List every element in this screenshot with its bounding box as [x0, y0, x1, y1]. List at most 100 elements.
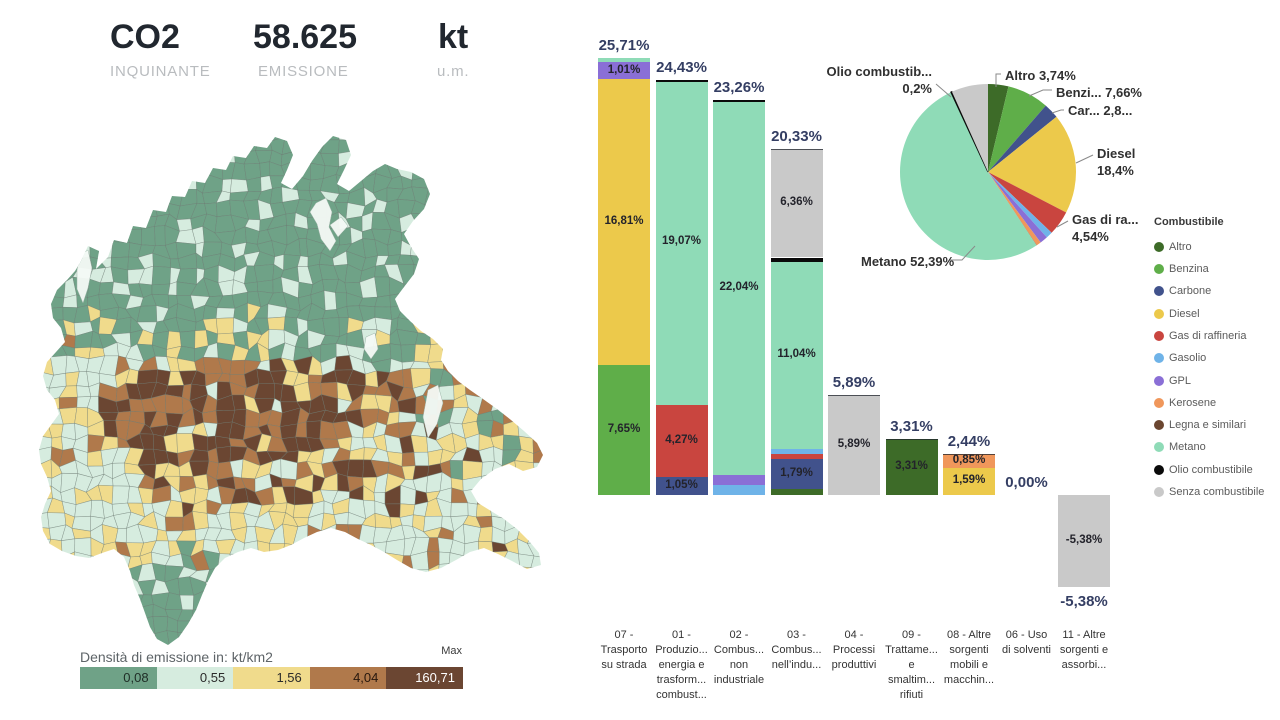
map-municipality-cell[interactable] — [334, 524, 350, 541]
map-municipality-cell[interactable] — [332, 580, 349, 597]
map-municipality-cell[interactable] — [45, 553, 63, 567]
map-municipality-cell[interactable] — [554, 202, 569, 220]
map-municipality-cell[interactable] — [449, 317, 467, 336]
map-municipality-cell[interactable] — [553, 371, 567, 384]
map-municipality-cell[interactable] — [479, 188, 496, 200]
map-municipality-cell[interactable] — [501, 112, 519, 125]
map-municipality-cell[interactable] — [400, 344, 416, 363]
map-municipality-cell[interactable] — [397, 110, 416, 128]
map-municipality-cell[interactable] — [76, 216, 91, 230]
map-municipality-cell[interactable] — [464, 188, 484, 202]
fuel-pie-chart[interactable] — [828, 52, 1110, 292]
map-municipality-cell[interactable] — [294, 576, 312, 593]
map-municipality-cell[interactable] — [333, 656, 350, 660]
map-municipality-cell[interactable] — [449, 361, 470, 376]
map-municipality-cell[interactable] — [374, 276, 391, 298]
map-municipality-cell[interactable] — [36, 566, 49, 582]
map-municipality-cell[interactable] — [60, 165, 75, 179]
map-municipality-cell[interactable] — [516, 633, 533, 643]
map-municipality-cell[interactable] — [23, 111, 37, 126]
map-municipality-cell[interactable] — [202, 124, 223, 140]
map-municipality-cell[interactable] — [215, 307, 236, 319]
map-municipality-cell[interactable] — [137, 127, 156, 140]
map-municipality-cell[interactable] — [216, 575, 236, 596]
map-municipality-cell[interactable] — [59, 191, 79, 206]
map-municipality-cell[interactable] — [449, 604, 468, 622]
map-municipality-cell[interactable] — [308, 124, 327, 141]
map-municipality-cell[interactable] — [516, 655, 532, 660]
map-municipality-cell[interactable] — [400, 588, 417, 609]
bar-segment-1-olio[interactable] — [655, 79, 708, 82]
map-municipality-cell[interactable] — [583, 282, 598, 297]
map-municipality-cell[interactable] — [233, 135, 250, 152]
map-municipality-cell[interactable] — [568, 137, 587, 153]
map-municipality-cell[interactable] — [22, 435, 34, 452]
map-municipality-cell[interactable] — [567, 382, 584, 395]
map-municipality-cell[interactable] — [502, 434, 522, 451]
map-municipality-cell[interactable] — [448, 563, 468, 584]
map-municipality-cell[interactable] — [540, 367, 553, 385]
map-municipality-cell[interactable] — [21, 553, 40, 572]
map-municipality-cell[interactable] — [554, 617, 571, 635]
map-municipality-cell[interactable] — [267, 316, 286, 331]
map-municipality-cell[interactable] — [363, 552, 379, 569]
map-municipality-cell[interactable] — [48, 204, 64, 215]
map-municipality-cell[interactable] — [196, 126, 206, 135]
map-municipality-cell[interactable] — [26, 343, 40, 364]
map-municipality-cell[interactable] — [463, 540, 480, 557]
map-municipality-cell[interactable] — [206, 604, 222, 621]
map-municipality-cell[interactable] — [557, 655, 570, 660]
map-municipality-cell[interactable] — [527, 251, 546, 270]
map-municipality-cell[interactable] — [59, 175, 79, 193]
map-municipality-cell[interactable] — [112, 172, 128, 193]
map-municipality-cell[interactable] — [351, 113, 362, 128]
map-municipality-cell[interactable] — [568, 395, 584, 412]
map-municipality-cell[interactable] — [410, 302, 429, 321]
map-municipality-cell[interactable] — [90, 215, 102, 232]
map-municipality-cell[interactable] — [332, 565, 347, 584]
map-municipality-cell[interactable] — [478, 224, 493, 247]
map-municipality-cell[interactable] — [45, 564, 66, 581]
map-municipality-cell[interactable] — [35, 408, 49, 426]
map-municipality-cell[interactable] — [89, 109, 105, 127]
map-municipality-cell[interactable] — [154, 164, 165, 181]
bar-segment-6-diesel[interactable] — [943, 468, 995, 495]
map-municipality-cell[interactable] — [528, 330, 542, 350]
map-municipality-cell[interactable] — [428, 212, 438, 234]
map-municipality-cell[interactable] — [579, 111, 598, 126]
map-municipality-cell[interactable] — [75, 110, 92, 126]
map-municipality-cell[interactable] — [25, 188, 40, 205]
map-municipality-cell[interactable] — [583, 347, 597, 363]
map-municipality-cell[interactable] — [124, 228, 142, 246]
map-municipality-cell[interactable] — [518, 125, 531, 142]
map-municipality-cell[interactable] — [531, 355, 548, 374]
bar-segment-0-gpl[interactable] — [598, 62, 650, 80]
map-municipality-cell[interactable] — [555, 421, 573, 436]
map-municipality-cell[interactable] — [464, 333, 483, 344]
map-municipality-cell[interactable] — [583, 294, 598, 310]
map-municipality-cell[interactable] — [448, 200, 471, 219]
map-municipality-cell[interactable] — [580, 659, 595, 661]
map-municipality-cell[interactable] — [298, 642, 312, 660]
map-municipality-cell[interactable] — [488, 615, 507, 629]
map-municipality-cell[interactable] — [555, 551, 573, 565]
map-municipality-cell[interactable] — [125, 594, 144, 609]
map-municipality-cell[interactable] — [156, 176, 168, 191]
map-municipality-cell[interactable] — [462, 252, 482, 272]
map-municipality-cell[interactable] — [61, 538, 76, 559]
map-municipality-cell[interactable] — [489, 627, 509, 647]
map-municipality-cell[interactable] — [502, 161, 523, 177]
map-municipality-cell[interactable] — [475, 369, 495, 386]
map-municipality-cell[interactable] — [423, 136, 443, 152]
map-municipality-cell[interactable] — [528, 202, 546, 219]
map-municipality-cell[interactable] — [488, 245, 505, 258]
map-municipality-cell[interactable] — [414, 112, 427, 124]
map-municipality-cell[interactable] — [34, 213, 54, 231]
map-municipality-cell[interactable] — [545, 394, 557, 409]
map-municipality-cell[interactable] — [423, 150, 442, 168]
map-municipality-cell[interactable] — [35, 251, 53, 270]
map-municipality-cell[interactable] — [466, 123, 481, 139]
map-municipality-cell[interactable] — [521, 579, 534, 594]
map-municipality-cell[interactable] — [348, 616, 366, 634]
map-municipality-cell[interactable] — [33, 290, 50, 309]
